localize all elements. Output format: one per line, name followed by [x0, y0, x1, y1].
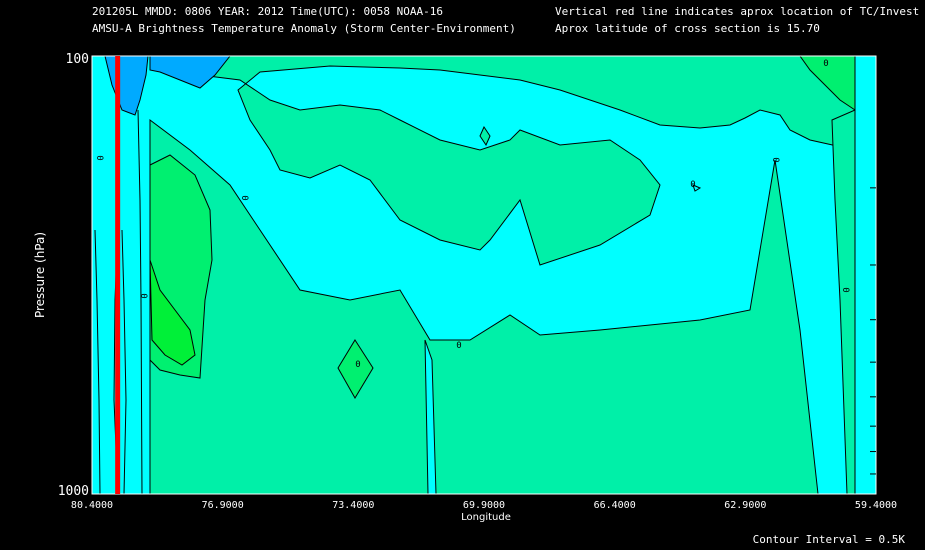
x-axis-ticks: 80.4000 76.9000 73.4000 69.9000 66.4000 62.90…: [71, 500, 897, 511]
contour-label: 0: [840, 287, 850, 292]
blue-top-strip: [149, 55, 232, 89]
upper-green-region: [149, 55, 856, 266]
right-axis-ticks: [870, 187, 876, 475]
contour-label: 0: [823, 59, 828, 69]
diamond-region: [337, 339, 374, 399]
bright-green-core: [149, 259, 196, 366]
x-tick-label: 80.4000: [71, 500, 113, 511]
y-axis-label: Pressure (hPa): [33, 232, 47, 318]
x-tick-label: 69.9000: [463, 500, 505, 511]
header-line1-left: 201205L MMDD: 0806 YEAR: 2012 Time(UTC):…: [92, 5, 443, 18]
y-tick-label-top: 100: [66, 52, 89, 67]
header-line2-left: AMSU-A Brightness Temperature Anomaly (S…: [92, 22, 516, 35]
plot-frame: [91, 55, 877, 495]
x-tick-label: 62.9000: [724, 500, 766, 511]
x-tick-label: 73.4000: [332, 500, 374, 511]
x-tick-label: 59.4000: [855, 500, 897, 511]
small-island-b: [692, 184, 702, 192]
x-axis-label: Longitude: [461, 512, 511, 523]
x-tick-label: 76.9000: [202, 500, 244, 511]
contour-label: 0: [456, 341, 461, 351]
x-tick-label: 66.4000: [594, 500, 636, 511]
left-streak-contour-a: [94, 229, 101, 495]
contour-label: 0: [355, 360, 360, 370]
contour-label: 0: [690, 180, 695, 190]
contour-fills: [92, 55, 876, 495]
contour-labels: 0 0 0 0 0 0 0 0 0: [94, 59, 850, 370]
contour-label: 0: [239, 195, 249, 200]
header-line2-right: Aprox latitude of cross section is 15.70: [555, 22, 820, 35]
left-streak-contour-d: [137, 109, 143, 495]
contour-label: 0: [94, 155, 104, 160]
contour-label: 0: [138, 293, 148, 298]
contour-label: 0: [770, 157, 780, 162]
contour-interval-label: Contour Interval = 0.5K: [753, 533, 906, 546]
small-island-a: [479, 125, 491, 147]
header-line1-right: Vertical red line indicates aprox locati…: [555, 5, 920, 18]
left-streak-contour-c: [121, 229, 127, 495]
y-tick-label-bottom: 1000: [58, 484, 89, 499]
